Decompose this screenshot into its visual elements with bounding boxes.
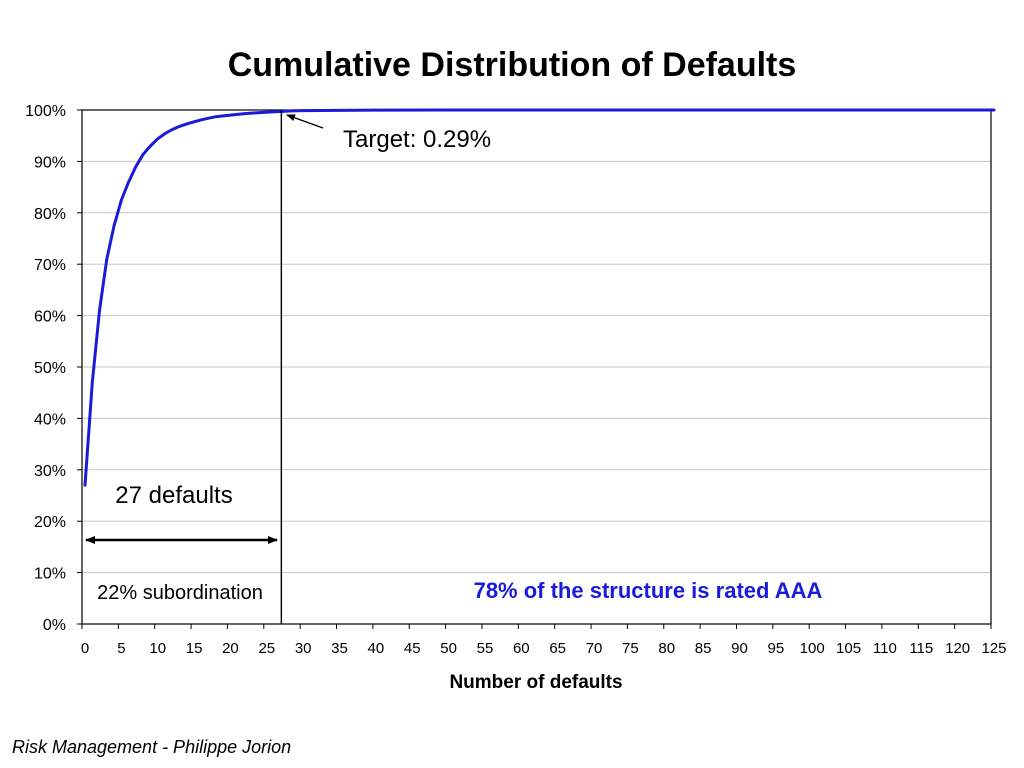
x-tick-label: 65 bbox=[549, 640, 566, 657]
annotations: Target: 0.29% 27 defaults 22% subordinat… bbox=[85, 114, 823, 604]
x-tick-label: 20 bbox=[222, 640, 239, 657]
footer-credit: Risk Management - Philippe Jorion bbox=[12, 737, 292, 757]
y-tick-label: 70% bbox=[34, 257, 66, 274]
x-tick-label: 60 bbox=[513, 640, 530, 657]
target-arrow bbox=[286, 114, 324, 129]
target-annotation: Target: 0.29% bbox=[343, 126, 491, 153]
cumulative-distribution-line bbox=[83, 108, 996, 487]
x-tick-labels: 0 5 10 15 20 25 30 35 40 45 50 55 60 65 70 75 80 85 90 95 10… bbox=[81, 640, 1007, 657]
x-tick-label: 120 bbox=[945, 640, 970, 657]
x-tick-label: 5 bbox=[117, 640, 125, 657]
chart-title: Cumulative Distribution of Defaults bbox=[227, 46, 797, 84]
x-tick-label: 80 bbox=[658, 640, 675, 657]
defaults-annotation: 27 defaults bbox=[115, 482, 232, 509]
x-tick-label: 15 bbox=[186, 640, 203, 657]
aaa-annotation: 78% of the structure is rated AAA bbox=[474, 578, 823, 603]
x-tick-label: 85 bbox=[695, 640, 712, 657]
x-tick-label: 10 bbox=[149, 640, 166, 657]
x-tick-label: 70 bbox=[586, 640, 603, 657]
x-tick-label: 55 bbox=[477, 640, 494, 657]
y-tick-label: 40% bbox=[34, 411, 66, 428]
x-tick-label: 125 bbox=[981, 640, 1006, 657]
x-tick-label: 110 bbox=[873, 640, 897, 657]
y-tick-label: 30% bbox=[34, 463, 66, 480]
x-axis-label: Number of defaults bbox=[449, 672, 622, 693]
y-tick-label: 80% bbox=[34, 206, 66, 223]
x-tick-label: 50 bbox=[440, 640, 457, 657]
x-tick-label: 100 bbox=[800, 640, 825, 657]
subordination-annotation: 22% subordination bbox=[97, 582, 263, 604]
x-tick-label: 35 bbox=[331, 640, 348, 657]
x-tick-label: 25 bbox=[258, 640, 275, 657]
x-tick-label: 40 bbox=[368, 640, 385, 657]
x-tick-label: 30 bbox=[295, 640, 312, 657]
y-tick-label: 60% bbox=[34, 309, 66, 326]
y-tick-label: 100% bbox=[25, 103, 66, 120]
x-tick-marks bbox=[81, 624, 992, 629]
x-tick-label: 95 bbox=[767, 640, 784, 657]
y-tick-label: 10% bbox=[34, 566, 66, 583]
y-tick-label: 20% bbox=[34, 514, 66, 531]
y-tick-label: 0% bbox=[43, 617, 66, 634]
y-tick-label: 50% bbox=[34, 360, 66, 377]
x-tick-label: 90 bbox=[731, 640, 748, 657]
grid-lines bbox=[82, 160, 991, 574]
x-tick-label: 115 bbox=[909, 640, 933, 657]
x-tick-label: 105 bbox=[836, 640, 861, 657]
x-tick-label: 45 bbox=[404, 640, 421, 657]
x-tick-label: 0 bbox=[81, 640, 89, 657]
y-tick-labels: 0% 10% 20% 30% 40% 50% 60% 70% 80% 90% 100% bbox=[25, 103, 82, 634]
y-tick-label: 90% bbox=[34, 154, 66, 171]
x-tick-label: 75 bbox=[622, 640, 639, 657]
